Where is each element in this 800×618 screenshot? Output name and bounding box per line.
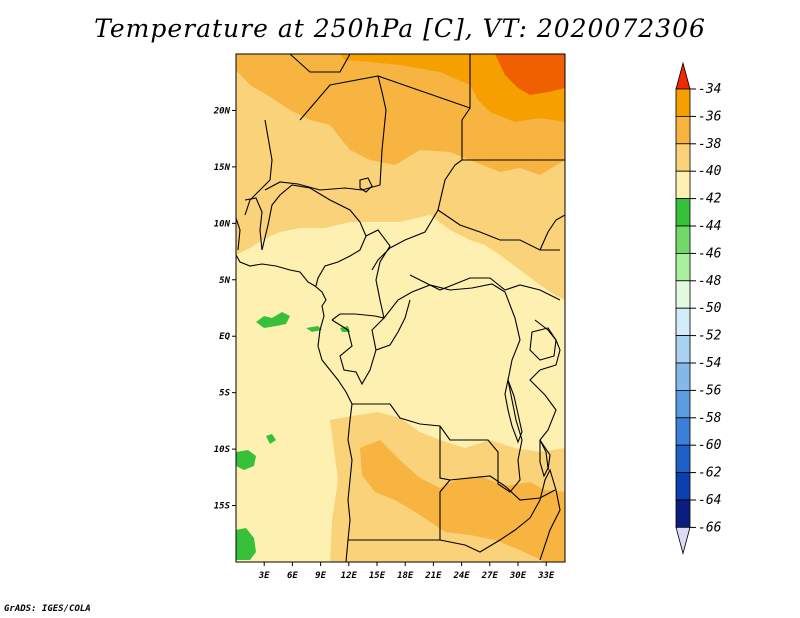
lat-label: 20N — [213, 106, 231, 116]
lat-label: 5N — [219, 276, 230, 286]
border-togo-ghana — [235, 217, 241, 251]
map-field — [236, 54, 565, 562]
lon-label: 33E — [537, 571, 555, 581]
colorbar-swatch — [675, 143, 691, 172]
colorbar-swatch — [675, 499, 691, 528]
patch-green-6 — [236, 528, 256, 560]
band-red-orange — [495, 54, 565, 95]
colorbar-bottom-cap — [675, 527, 691, 555]
border-congo-drc — [375, 299, 411, 351]
colorbar-label: -64 — [698, 493, 721, 508]
lon-label: 3E — [258, 571, 270, 581]
border-nigeria-cameroon — [261, 184, 367, 287]
border-nigeria-benin — [244, 197, 263, 251]
lat-label: 15N — [214, 163, 231, 173]
colorbar-swatch — [675, 225, 691, 254]
lon-label: 6E — [287, 571, 298, 581]
colorbar-label: -46 — [698, 246, 722, 261]
patch-green-2 — [306, 326, 322, 332]
border-malawi-moz — [529, 468, 561, 561]
border-zambia-zimbabwe — [439, 517, 531, 553]
map-title: Temperature at 250hPa [C], VT: 202007230… — [94, 14, 706, 43]
patch-green-5 — [266, 434, 276, 444]
colorbar-label: -34 — [698, 82, 721, 97]
colorbar-label: -48 — [698, 274, 722, 289]
lat-label: EQ — [219, 332, 230, 342]
border-ssudan-south — [409, 274, 561, 301]
colorbar-swatch — [675, 417, 691, 446]
colorbar-swatch — [675, 280, 691, 309]
border-sahara-west — [244, 119, 273, 216]
colorbar: -34 -36 -38 -40 -42 -44 -46 -48 -50 -52 -54 -56 -58 -… — [675, 61, 722, 555]
border-gabon-congo — [331, 317, 385, 386]
border-drc-east — [497, 291, 523, 493]
border-car-drc — [383, 283, 506, 319]
colorbar-top-cap — [675, 61, 691, 90]
lat-label: 5S — [219, 389, 230, 399]
colorbar-label: -58 — [698, 411, 722, 426]
colorbar-label: -38 — [698, 137, 722, 152]
colorbar-swatch — [675, 116, 691, 145]
colorbar-swatch — [675, 252, 691, 282]
lon-label: 15E — [369, 571, 386, 581]
band-orange-south — [360, 440, 565, 562]
colorbar-swatch — [675, 88, 691, 117]
colorbar-label: -44 — [698, 219, 721, 234]
border-algeria-libya — [289, 53, 351, 73]
lat-label: 10S — [214, 445, 231, 455]
colorbar-label: -66 — [698, 520, 722, 535]
colorbar-swatch — [675, 362, 691, 391]
colorbar-swatch — [675, 472, 691, 501]
colorbar-label: -60 — [698, 438, 722, 453]
lon-label: 12E — [341, 571, 358, 581]
coastline-lake-chad — [359, 177, 373, 193]
lat-axis: 20N 15N 10N 5N EQ 5S 10S 15S — [213, 106, 236, 512]
lake-malawi — [539, 439, 549, 478]
lon-label: 21E — [424, 571, 442, 581]
lon-label: 24E — [452, 571, 470, 581]
lake-tanganyika — [504, 378, 523, 444]
colorbar-label: -54 — [698, 356, 721, 371]
border-cameroon-car — [331, 229, 391, 321]
colorbar-swatch — [675, 170, 691, 199]
colorbar-label: -42 — [698, 192, 722, 207]
colorbar-label: -62 — [698, 466, 722, 481]
grads-credit: GrADS: IGES/COLA — [4, 604, 91, 614]
colorbar-label: -36 — [698, 109, 722, 124]
patch-green-3 — [340, 326, 350, 332]
colorbar-swatch — [675, 335, 691, 364]
patch-green-4 — [236, 450, 256, 470]
lon-axis: 3E 6E 9E 12E 15E 18E 21E 24E 27E 30E 33E — [258, 562, 555, 581]
lat-label: 10N — [214, 219, 231, 229]
colorbar-swatch — [675, 307, 691, 337]
colorbar-swatch — [675, 198, 691, 227]
colorbar-label: -40 — [698, 164, 722, 179]
map-frame — [235, 53, 566, 563]
country-borders — [235, 53, 566, 563]
colorbar-swatch — [675, 389, 691, 419]
colorbar-swatch — [675, 444, 691, 474]
lon-label: 18E — [397, 571, 414, 581]
colorbar-label: -50 — [698, 301, 722, 316]
lon-label: 30E — [509, 571, 527, 581]
border-ethiopia — [539, 214, 566, 251]
lake-victoria — [529, 327, 557, 361]
lon-label: 9E — [315, 571, 326, 581]
lat-label: 15S — [214, 502, 231, 512]
lon-label: 27E — [481, 571, 499, 581]
colorbar-label: -56 — [698, 383, 722, 398]
patch-green-1 — [256, 312, 290, 328]
coastline-west-africa — [235, 254, 353, 563]
colorbar-label: -52 — [698, 329, 722, 344]
